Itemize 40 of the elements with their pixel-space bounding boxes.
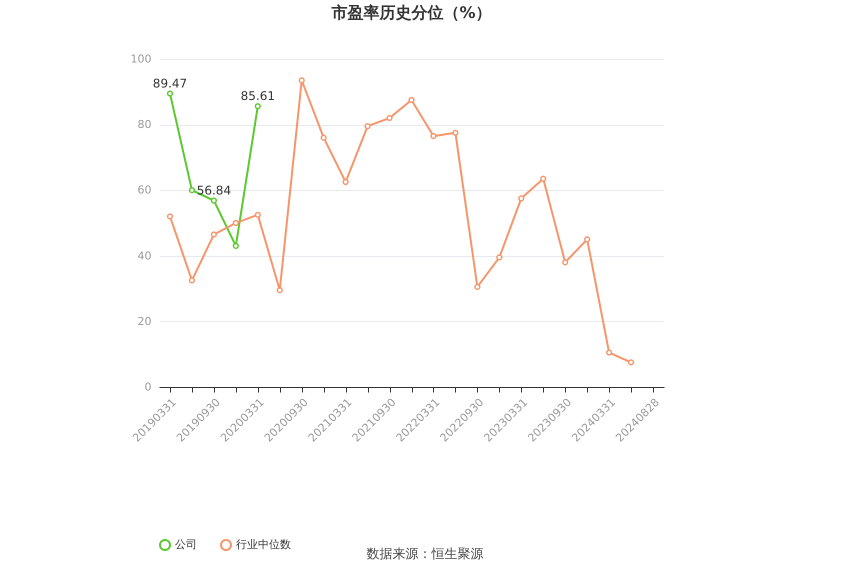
point	[298, 77, 305, 84]
point	[386, 114, 393, 122]
y-tick-label: 60	[138, 184, 152, 197]
data-label: 89.47	[152, 76, 188, 91]
point	[210, 197, 217, 204]
point	[606, 349, 612, 356]
point	[232, 242, 239, 250]
point	[474, 284, 480, 290]
point	[188, 187, 196, 194]
source-note: 数据来源：恒生聚源	[366, 547, 484, 562]
point	[628, 359, 634, 366]
point	[276, 287, 283, 294]
data-label: 85.61	[240, 89, 275, 104]
point	[188, 277, 196, 284]
point	[496, 254, 502, 261]
point	[584, 236, 590, 242]
y-tick-label: 100	[130, 52, 152, 66]
point	[210, 231, 217, 238]
point	[452, 130, 459, 136]
y-tick-label: 0	[144, 380, 152, 394]
point	[562, 259, 568, 266]
point	[364, 123, 371, 130]
legend-label: 公司	[175, 538, 197, 551]
point	[232, 220, 239, 226]
legend-label: 行业中位数	[236, 538, 291, 551]
point	[254, 212, 261, 218]
point	[518, 195, 524, 202]
point	[166, 213, 174, 220]
data-label: 56.84	[196, 184, 232, 198]
point	[254, 103, 261, 110]
y-tick-label: 80	[138, 118, 152, 132]
y-tick-label: 40	[138, 249, 152, 262]
point	[166, 90, 174, 97]
point	[408, 96, 415, 104]
point	[342, 178, 349, 186]
chart-title: 市盈率历史分位（%）	[330, 3, 492, 22]
point	[320, 134, 327, 141]
y-tick-label: 20	[138, 314, 152, 328]
point	[430, 132, 437, 140]
point	[540, 176, 546, 182]
